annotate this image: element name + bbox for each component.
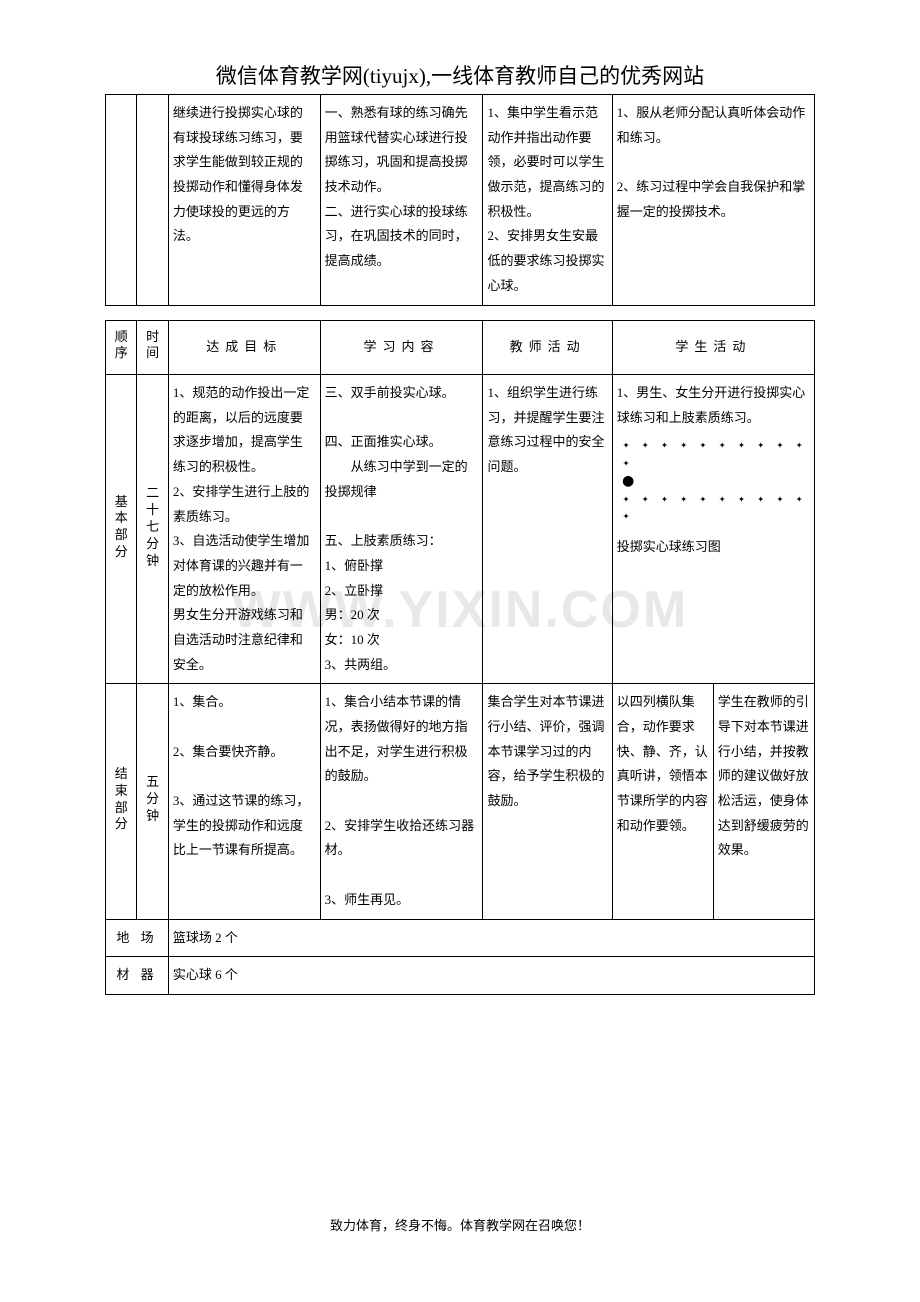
teacher-cell: 1、集中学生看示范动作并指出动作要领，必要时可以学生做示范，提高练习的积极性。 … (483, 95, 612, 305)
col-seq: 顺序 (106, 320, 137, 375)
teacher-cell: 集合学生对本节课进行小结、评价，强调本节课学习过的内容，给予学生积极的鼓励。 (483, 684, 612, 919)
goal-cell: 1、集合。 2、集合要快齐静。 3、通过这节课的练习，学生的投掷动作和远度比上一… (168, 684, 320, 919)
table-header-row: 顺序 时间 达成目标 学习内容 教师活动 学生活动 (106, 320, 815, 375)
student-cell: 1、男生、女生分开进行投掷实心球练习和上肢素质练习。 ✦ ✦ ✦ ✦ ✦ ✦ ✦… (612, 375, 814, 684)
col-content: 学习内容 (320, 320, 483, 375)
seq-cell: 基本部分 (106, 375, 137, 684)
student-cell-b: 学生在教师的引导下对本节课进行小结，并按教师的建议做好放松活运，使身体达到舒缓疲… (713, 684, 814, 919)
time-cell: 五分钟 (137, 684, 168, 919)
table-row-venue: 地 场 篮球场 2 个 (106, 919, 815, 957)
lesson-table-continuation: 继续进行投掷实心球的有球投球练习练习，要求学生能做到较正规的投掷动作和懂得身体发… (105, 95, 815, 306)
diagram-row: ✦ ✦ ✦ ✦ ✦ ✦ ✦ ✦ ✦ ✦ ✦ (623, 490, 810, 525)
col-time: 时间 (137, 320, 168, 375)
venue-label: 地 场 (106, 919, 169, 957)
page-header: 微信体育教学网(tiyujx),一线体育教师自己的优秀网站 (105, 60, 815, 95)
col-student: 学生活动 (612, 320, 814, 375)
table-row-equip: 材 器 实心球 6 个 (106, 957, 815, 995)
equip-value: 实心球 6 个 (168, 957, 814, 995)
content-cell: 一、熟悉有球的练习确先用篮球代替实心球进行投掷练习，巩固和提高投掷技术动作。 二… (320, 95, 483, 305)
content-cell: 三、双手前投实心球。 四、正面推实心球。 从练习中学到一定的投掷规律 五、上肢素… (320, 375, 483, 684)
diagram-teacher-dot: ● (623, 472, 810, 490)
time-cell: 二十七分钟 (137, 375, 168, 684)
page-footer: 致力体育，终身不悔。体育教学网在召唤您！ (105, 1215, 815, 1234)
content-cell: 1、集合小结本节课的情况，表扬做得好的地方指出不足，对学生进行积极的鼓励。 2、… (320, 684, 483, 919)
student-cell-a: 以四列横队集合，动作要求快、静、齐，认真听讲，领悟本节课所学的内容和动作要领。 (612, 684, 713, 919)
goal-cell: 继续进行投掷实心球的有球投球练习练习，要求学生能做到较正规的投掷动作和懂得身体发… (168, 95, 320, 305)
teacher-cell: 1、组织学生进行练习，并提醒学生要注意练习过程中的安全问题。 (483, 375, 612, 684)
venue-value: 篮球场 2 个 (168, 919, 814, 957)
goal-cell: 1、规范的动作投出一定的距离，以后的远度要求逐步增加，提高学生练习的积极性。 2… (168, 375, 320, 684)
seq-cell (106, 95, 137, 305)
student-intro: 1、男生、女生分开进行投掷实心球练习和上肢素质练习。 (617, 381, 810, 430)
col-teacher: 教师活动 (483, 320, 612, 375)
diagram-row: ✦ ✦ ✦ ✦ ✦ ✦ ✦ ✦ ✦ ✦ ✦ (623, 436, 810, 471)
table-row-end: 结束部分 五分钟 1、集合。 2、集合要快齐静。 3、通过这节课的练习，学生的投… (106, 684, 815, 919)
time-cell (137, 95, 168, 305)
lesson-table-main: 顺序 时间 达成目标 学习内容 教师活动 学生活动 基本部分 二十七分钟 1、规… (105, 320, 815, 995)
formation-diagram: ✦ ✦ ✦ ✦ ✦ ✦ ✦ ✦ ✦ ✦ ✦ ● ✦ ✦ ✦ ✦ ✦ ✦ ✦ ✦ … (623, 436, 810, 524)
table-row-basic: 基本部分 二十七分钟 1、规范的动作投出一定的距离，以后的远度要求逐步增加，提高… (106, 375, 815, 684)
seq-cell: 结束部分 (106, 684, 137, 919)
diagram-caption: 投掷实心球练习图 (617, 535, 810, 560)
equip-label: 材 器 (106, 957, 169, 995)
col-goal: 达成目标 (168, 320, 320, 375)
table-row: 继续进行投掷实心球的有球投球练习练习，要求学生能做到较正规的投掷动作和懂得身体发… (106, 95, 815, 305)
student-cell: 1、服从老师分配认真听体会动作和练习。 2、练习过程中学会自我保护和掌握一定的投… (612, 95, 814, 305)
